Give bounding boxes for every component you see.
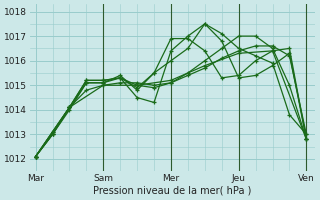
X-axis label: Pression niveau de la mer( hPa ): Pression niveau de la mer( hPa )	[93, 186, 252, 196]
